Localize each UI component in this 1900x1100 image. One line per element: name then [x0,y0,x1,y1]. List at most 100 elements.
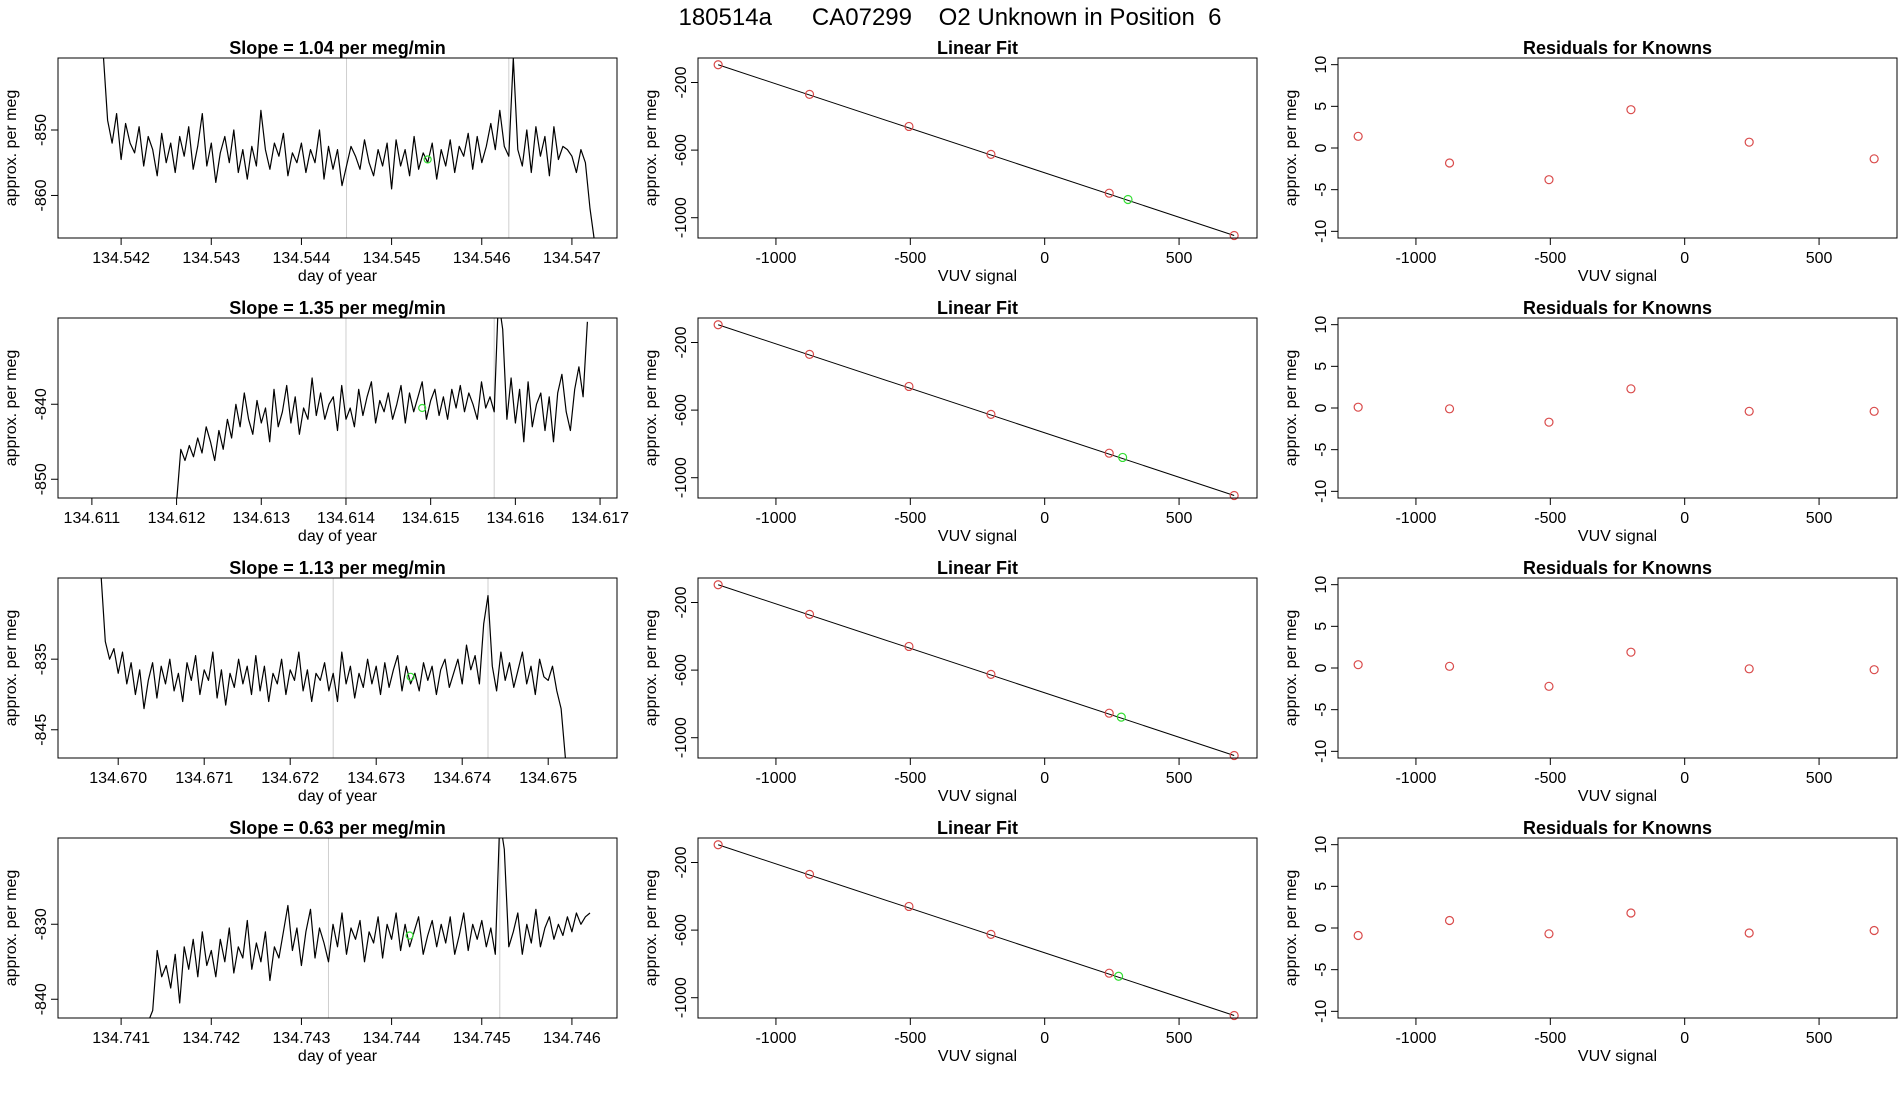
fit2-known-point-1 [804,349,815,359]
ts2-series-line-0 [176,318,588,498]
ts1-ytick-label-1: -860 [33,179,50,211]
ts2-xtick-label-0: 134.611 [64,510,121,527]
fit3-xtick-label-1: -500 [894,770,926,787]
ts2-xtick-label-5: 134.616 [486,510,544,527]
fit4-known-point-4 [1104,968,1114,978]
fit4-known-point-3 [986,929,996,939]
res2-ytick-label-1: 5 [1313,362,1330,371]
res1-frame [1337,57,1898,239]
fit1-ylabel: approx. per meg [643,90,660,207]
fit1-ytick-label-2: -1000 [673,197,690,238]
ts1-series-line-0 [102,58,595,238]
ts2-ytick-label-1: -850 [33,463,50,495]
ts1-xtick-label-1: 134.543 [182,250,240,267]
ts4-xlabel: day of year [298,1048,378,1065]
fit2-known-point-0 [713,320,723,330]
ts3-ylabel: approx. per meg [3,610,20,727]
res3-title: Residuals for Knowns [1523,558,1712,578]
res4-frame [1337,837,1898,1019]
ts3-ytick-label-0: -835 [33,643,50,675]
ts2-title: Slope = 1.35 per meg/min [229,298,446,318]
fit2-unknown-point-0 [1118,452,1128,463]
fit3-fit-line [717,584,1235,756]
fit2-known-point-4 [1104,448,1114,458]
ts3-series-line-0 [100,578,566,758]
fit4-xtick-label-2: 0 [1040,1030,1049,1047]
ts2-xtick-label-1: 134.612 [148,510,206,527]
res2-known-point-0 [1353,402,1363,412]
fit4-frame [697,837,1258,1019]
fit4-ytick-label-0: -200 [673,846,690,878]
res1-ylabel: approx. per meg [1283,90,1300,207]
fit4-ytick-label-1: -600 [673,914,690,946]
fit3-unknown-point-0 [1116,712,1126,722]
fit1-xtick-label-0: -1000 [755,250,796,267]
ts2-ylabel: approx. per meg [3,350,20,467]
fit3-ytick-label-0: -200 [673,586,690,618]
fit1-title: Linear Fit [937,38,1018,58]
res4-known-point-1 [1444,915,1455,926]
fit1-frame [697,57,1258,239]
ts3-xtick-label-2: 134.672 [261,770,319,787]
res1-known-point-0 [1353,131,1363,141]
fit1-known-point-0 [713,60,723,70]
ts3-xtick-label-4: 134.674 [433,770,491,787]
ts4-ytick-label-1: -840 [33,983,50,1015]
fit3-ylabel: approx. per meg [643,610,660,727]
fit2-ytick-label-0: -200 [673,326,690,358]
ts2-xtick-label-4: 134.615 [402,510,460,527]
res3-xtick-label-1: -500 [1534,770,1566,787]
fit3-xlabel: VUV signal [938,788,1017,805]
res4-title: Residuals for Knowns [1523,818,1712,838]
res2-known-point-2 [1544,417,1554,427]
fit2-known-point-2 [904,381,914,392]
res4-known-point-4 [1744,928,1754,938]
fit1-known-point-5 [1229,230,1239,241]
res4-ytick-label-1: 5 [1313,882,1330,891]
fit2-title: Linear Fit [937,298,1018,318]
res3-ytick-label-1: 5 [1313,622,1330,631]
ts4-ytick-label-0: -830 [33,908,50,940]
fit1-xlabel: VUV signal [938,268,1017,285]
res3-ylabel: approx. per meg [1283,610,1300,727]
ts4-xtick-label-0: 134.741 [92,1030,150,1047]
fit2-ylabel: approx. per meg [643,350,660,467]
ts3-title: Slope = 1.13 per meg/min [229,558,446,578]
res3-frame [1337,577,1898,759]
res2-title: Residuals for Knowns [1523,298,1712,318]
fit3-known-point-4 [1104,708,1114,718]
ts1-ylabel: approx. per meg [3,90,20,207]
fit2-ytick-label-2: -1000 [673,457,690,498]
fit3-xtick-label-0: -1000 [755,770,796,787]
fit1-known-point-1 [804,89,815,99]
fit3-xtick-label-2: 0 [1040,770,1049,787]
res1-ytick-label-4: -10 [1313,220,1330,243]
ts4-xtick-label-1: 134.742 [182,1030,240,1047]
fit3-known-point-2 [904,641,914,652]
fit2-xtick-label-1: -500 [894,510,926,527]
fit2-fit-line [717,324,1235,496]
res3-known-point-1 [1444,661,1455,671]
fit4-known-point-5 [1229,1010,1239,1021]
fit2-xtick-label-2: 0 [1040,510,1049,527]
res4-ylabel: approx. per meg [1283,870,1300,987]
fit4-known-point-0 [713,840,723,850]
fit2-xlabel: VUV signal [938,528,1017,545]
ts3-highlight-point [406,672,415,681]
ts2-xtick-label-2: 134.613 [232,510,290,527]
res4-known-point-5 [1869,925,1879,936]
res2-known-point-4 [1744,406,1754,416]
fit1-unknown-point-0 [1123,194,1133,205]
fit4-fit-line [717,844,1235,1016]
res2-known-point-5 [1869,406,1879,416]
ts1-title: Slope = 1.04 per meg/min [229,38,446,58]
res4-xtick-label-3: 500 [1806,1030,1833,1047]
ts1-xtick-label-2: 134.544 [273,250,331,267]
res1-title: Residuals for Knowns [1523,38,1712,58]
page-title: 180514a CA07299 O2 Unknown in Position 6 [678,4,1222,31]
res2-known-point-1 [1444,404,1455,414]
ts3-xlabel: day of year [298,788,378,805]
res3-known-point-0 [1353,660,1363,670]
res4-ytick-label-0: 10 [1313,836,1330,854]
res4-ytick-label-2: 0 [1313,923,1330,932]
